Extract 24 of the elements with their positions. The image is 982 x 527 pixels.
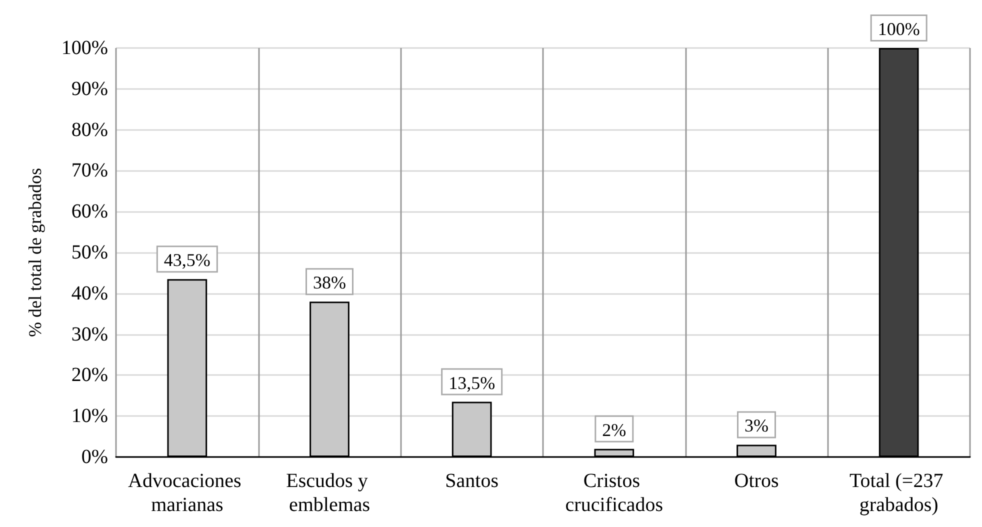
y-tick-label: 70% — [71, 160, 108, 182]
data-label: 100% — [878, 19, 920, 39]
y-axis-title: % del total de grabados — [25, 168, 45, 337]
data-label: 3% — [744, 416, 768, 436]
x-tick-label: Escudos y emblemas — [286, 470, 373, 516]
data-label: 38% — [313, 272, 346, 293]
x-tick-label: Total (=237 grabados) — [849, 470, 948, 516]
data-label: 13,5% — [448, 372, 496, 393]
data-label: 43,5% — [164, 250, 210, 270]
data-label: 2% — [602, 420, 626, 440]
x-tick-label: Advocaciones marianas — [128, 470, 246, 516]
y-tick-label: 10% — [71, 405, 108, 428]
y-tick-label: 80% — [71, 118, 108, 141]
x-tick-label: Otros — [734, 470, 779, 492]
y-tick-label: 0% — [81, 446, 108, 468]
y-tick-label: 30% — [71, 323, 108, 346]
y-tick-label: 20% — [71, 364, 108, 386]
y-tick-label: 50% — [71, 242, 108, 264]
y-tick-label: 40% — [71, 282, 108, 304]
y-tick-label: 90% — [71, 78, 108, 100]
y-tick-label: 100% — [61, 37, 108, 59]
y-tick-label: 60% — [71, 200, 108, 223]
x-tick-label: Santos — [445, 470, 499, 492]
x-tick-label: Cristos crucificados — [565, 470, 664, 516]
